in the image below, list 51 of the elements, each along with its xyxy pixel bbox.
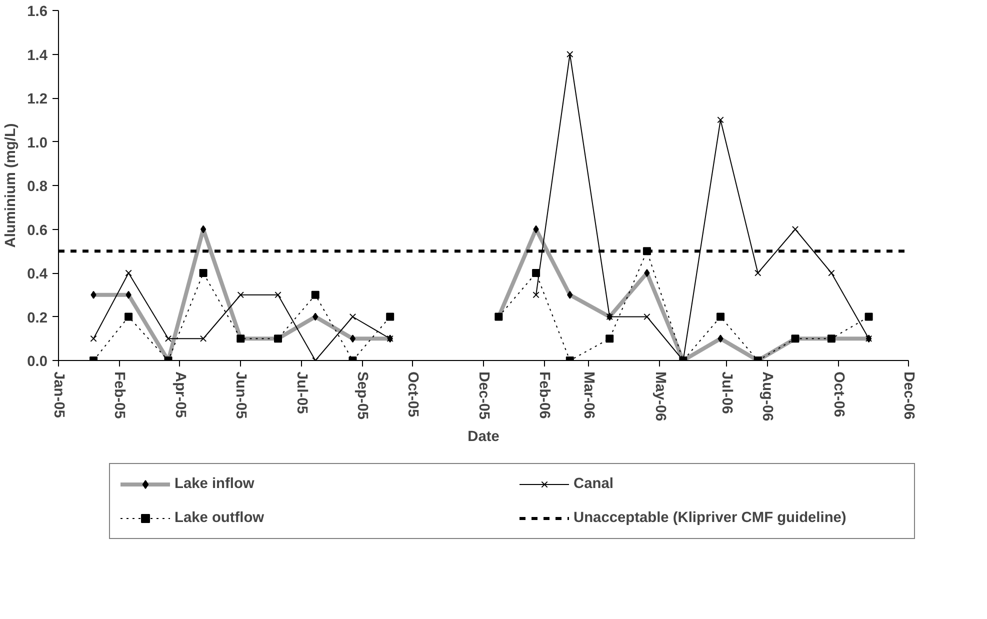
legend-label: Lake inflow [174, 476, 256, 492]
point [237, 292, 244, 298]
x-tick-label: Feb-05 [111, 372, 128, 419]
y-tick-label: 1.0 [27, 135, 48, 152]
point [532, 292, 540, 298]
point [164, 335, 172, 342]
x-tick-label: Jun-05 [232, 372, 249, 419]
y-axis-title: Aluminium (mg/L) [3, 123, 20, 248]
point [311, 290, 320, 299]
point [124, 312, 133, 321]
x-tick-label: Dec-06 [900, 372, 916, 420]
x-tick-label: Apr-05 [172, 372, 188, 418]
x-tick-label: Dec-05 [476, 372, 492, 420]
point [200, 335, 207, 342]
point [716, 312, 725, 321]
point [386, 312, 394, 321]
point [349, 313, 356, 320]
point [754, 270, 762, 276]
point [606, 334, 614, 343]
y-tick-label: 1.6 [27, 4, 48, 20]
legend-label: Unacceptable (Klipriver CMF guideline) [574, 510, 848, 526]
point [199, 269, 208, 277]
y-tick-label: 0.2 [27, 310, 48, 326]
x-tick-label: Aug-06 [759, 372, 776, 422]
x-tick-label: May-06 [652, 372, 668, 422]
x-tick-label: Jan-05 [50, 372, 66, 418]
legend-label: Lake outflow [174, 510, 266, 526]
point [125, 270, 132, 276]
point [828, 270, 835, 276]
y-tick-label: 0.4 [27, 266, 48, 282]
x-tick-label: Oct-05 [404, 372, 420, 418]
y-tick-label: 1.4 [27, 48, 48, 64]
y-tick-label: 1.2 [27, 92, 48, 108]
x-axis-title: Date [468, 429, 500, 446]
point [566, 50, 574, 58]
legend-label: Canal [574, 476, 614, 492]
x-tick-label: Mar-06 [580, 372, 597, 419]
x-tick-label: Feb-06 [536, 372, 552, 419]
point [274, 292, 282, 298]
point [644, 313, 650, 320]
point [792, 226, 799, 233]
x-tick-label: Sep-05 [354, 372, 370, 420]
y-tick-label: 0.0 [27, 354, 48, 370]
x-tick-label: Oct-06 [830, 372, 846, 418]
point [90, 335, 97, 342]
y-tick-label: 0.6 [27, 222, 48, 239]
point [717, 116, 724, 124]
y-tick-label: 0.8 [27, 179, 48, 195]
x-tick-label: Jul-05 [293, 372, 310, 414]
x-tick-label: Jul-06 [718, 372, 734, 414]
point [864, 312, 873, 321]
